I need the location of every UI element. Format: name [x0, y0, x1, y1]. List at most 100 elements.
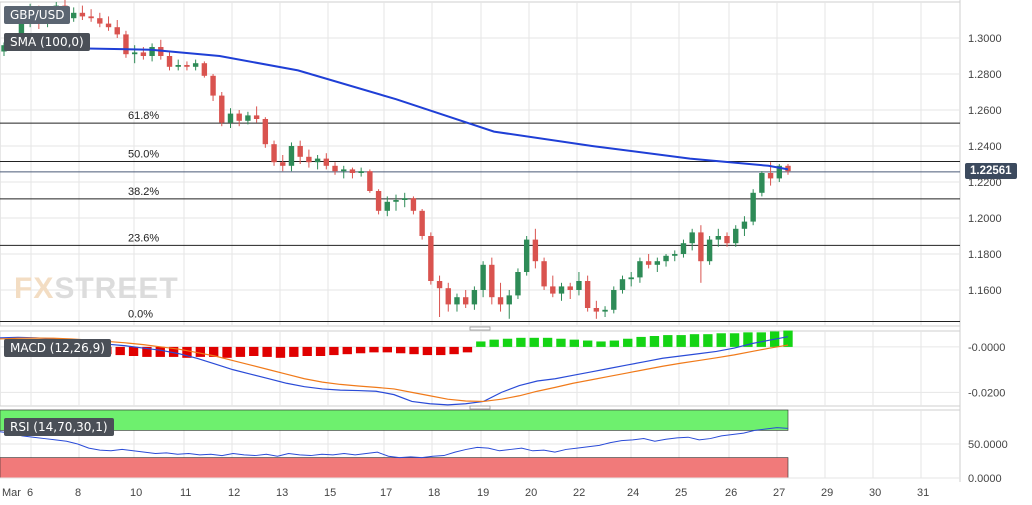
- candle-body: [611, 290, 617, 310]
- candle-body: [454, 297, 460, 305]
- candle-body: [201, 63, 208, 76]
- macd-histogram-bar: [582, 340, 593, 347]
- candle-body: [210, 75, 216, 96]
- candle-body: [698, 232, 704, 262]
- rsi-line: [0, 427, 789, 459]
- watermark-fx: FX: [14, 272, 55, 305]
- time-tick-label: 27: [773, 487, 785, 499]
- time-tick-label: 19: [477, 487, 489, 499]
- time-tick-label: 30: [869, 487, 881, 499]
- macd-histogram-bar: [302, 346, 312, 356]
- candle-body: [88, 16, 94, 19]
- candle-body: [297, 146, 303, 157]
- candle-body: [253, 115, 260, 119]
- price-tick-label: 1.2200: [968, 177, 1002, 189]
- time-tick-label: 10: [130, 487, 142, 499]
- candle-body: [18, 23, 25, 40]
- time-tick-label: 29: [821, 487, 833, 499]
- candle-body: [393, 200, 399, 202]
- sma-indicator-label[interactable]: SMA (100,0): [4, 33, 90, 51]
- candle-body: [175, 65, 181, 67]
- candle-body: [558, 286, 565, 294]
- macd-histogram-bar: [235, 346, 246, 357]
- macd-line: [0, 336, 789, 406]
- candle-body: [672, 254, 678, 256]
- macd-histogram-bar: [342, 346, 352, 355]
- macd-histogram-bar: [195, 346, 206, 357]
- macd-histogram-bar: [262, 346, 272, 357]
- price-tick-label: 1.2000: [968, 213, 1002, 225]
- macd-histogram-bar: [396, 346, 406, 354]
- candle-body: [480, 264, 486, 290]
- fib-level-label: 50.0%: [128, 148, 159, 160]
- candle-body: [166, 56, 173, 67]
- candle-body: [105, 23, 112, 28]
- candle-body: [306, 156, 312, 163]
- macd-histogram-bar: [436, 346, 446, 356]
- macd-histogram-bar: [542, 337, 553, 347]
- macd-histogram-bar: [636, 336, 646, 347]
- macd-histogram-bar: [329, 346, 339, 356]
- candle-body: [358, 171, 364, 173]
- macd-tick-label: -0.0000: [968, 342, 1005, 354]
- candle-body: [724, 236, 730, 244]
- candle-body: [367, 171, 373, 191]
- macd-histogram-bar: [516, 337, 526, 347]
- time-tick-label: 11: [180, 487, 191, 499]
- candle-body: [280, 162, 286, 166]
- candle-body: [314, 158, 321, 163]
- time-tick-label: 17: [380, 487, 392, 499]
- candle-body: [131, 52, 138, 55]
- macd-histogram-bar: [449, 346, 459, 355]
- macd-histogram-bar: [569, 339, 579, 347]
- time-tick-label: 26: [725, 487, 737, 499]
- watermark-street: STREET: [54, 272, 179, 305]
- candle-body: [419, 210, 425, 236]
- panel-resize-handle: [469, 326, 491, 331]
- fxstreet-watermark: FXSTREET: [14, 272, 179, 306]
- rsi-tick-label: 50.0000: [968, 439, 1008, 451]
- candle-body: [741, 221, 748, 229]
- candle-body: [262, 119, 269, 145]
- time-tick-label: 24: [627, 487, 639, 499]
- macd-histogram-bar: [502, 338, 513, 347]
- candle-body: [332, 165, 338, 172]
- time-tick-label: Mar: [2, 487, 21, 499]
- candle-body: [79, 12, 86, 17]
- macd-histogram-bar: [609, 340, 620, 347]
- time-tick-label: 8: [75, 487, 81, 499]
- candle-body: [750, 192, 756, 222]
- candle-body: [462, 297, 469, 305]
- candle-body: [523, 239, 530, 272]
- candle-body: [402, 198, 408, 200]
- rsi-indicator-label[interactable]: RSI (14,70,30,1): [4, 418, 114, 436]
- macd-histogram-bar: [676, 335, 686, 347]
- candle-body: [776, 165, 782, 179]
- macd-histogram-bar: [689, 334, 700, 347]
- time-tick-label: 20: [525, 487, 537, 499]
- candle-body: [384, 201, 390, 211]
- macd-histogram-bar: [182, 346, 192, 358]
- candle-body: [645, 261, 652, 265]
- macd-indicator-label[interactable]: MACD (12,26,9): [4, 339, 111, 357]
- macd-histogram-bar: [529, 337, 539, 347]
- macd-histogram-bar: [556, 338, 566, 347]
- macd-histogram-bar: [142, 346, 152, 357]
- candle-body: [628, 277, 634, 280]
- candle-body: [489, 264, 495, 298]
- candle-body: [689, 232, 695, 244]
- candle-body: [349, 169, 356, 173]
- time-tick-label: 18: [428, 487, 440, 499]
- candle-body: [1, 45, 7, 52]
- macd-histogram-bar: [382, 346, 392, 353]
- macd-histogram-bar: [663, 335, 673, 347]
- macd-histogram-bar: [422, 346, 433, 356]
- macd-histogram-bar: [289, 346, 299, 357]
- macd-histogram-bar: [716, 333, 726, 347]
- time-tick-label: 13: [276, 487, 288, 499]
- price-tick-label: 1.2800: [968, 69, 1002, 81]
- candle-body: [245, 115, 251, 121]
- macd-histogram-bar: [623, 338, 633, 347]
- symbol-label: GBP/USD: [4, 6, 71, 24]
- candle-body: [436, 281, 443, 289]
